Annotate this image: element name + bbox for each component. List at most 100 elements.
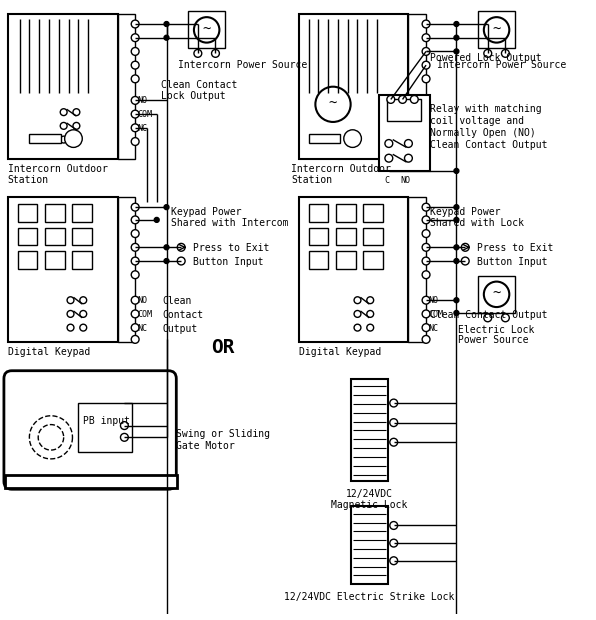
Circle shape xyxy=(390,557,398,565)
Bar xyxy=(478,276,515,313)
Text: NC: NC xyxy=(137,124,147,133)
Circle shape xyxy=(422,48,430,55)
Circle shape xyxy=(131,20,139,28)
Text: Magnetic Lock: Magnetic Lock xyxy=(331,500,408,510)
Bar xyxy=(387,99,421,121)
Text: Press to Exit: Press to Exit xyxy=(193,244,269,254)
Circle shape xyxy=(390,521,398,529)
Circle shape xyxy=(131,34,139,42)
Text: Clean Contact Output: Clean Contact Output xyxy=(430,140,548,149)
Text: Intercorn Outdoor: Intercorn Outdoor xyxy=(291,164,391,174)
Bar xyxy=(29,134,61,143)
Circle shape xyxy=(422,244,430,251)
Circle shape xyxy=(422,75,430,83)
Circle shape xyxy=(501,50,510,57)
Text: Lock Output: Lock Output xyxy=(161,91,225,100)
Text: Electric Lock: Electric Lock xyxy=(458,325,535,335)
Bar xyxy=(45,251,64,269)
Circle shape xyxy=(64,130,82,148)
Circle shape xyxy=(164,35,169,40)
Circle shape xyxy=(177,244,185,251)
Circle shape xyxy=(405,154,412,162)
Text: Swing or Sliding: Swing or Sliding xyxy=(176,430,271,440)
Circle shape xyxy=(73,122,80,130)
Circle shape xyxy=(154,218,159,223)
Circle shape xyxy=(60,122,67,130)
Text: Gate Motor: Gate Motor xyxy=(176,441,235,451)
Circle shape xyxy=(120,433,128,441)
Text: Shared with Intercom: Shared with Intercom xyxy=(172,218,289,228)
Circle shape xyxy=(454,205,459,210)
Circle shape xyxy=(131,257,139,265)
Circle shape xyxy=(212,50,219,57)
Circle shape xyxy=(164,245,169,250)
Bar xyxy=(309,204,328,222)
Circle shape xyxy=(422,138,430,146)
Text: Relay with matching: Relay with matching xyxy=(430,104,542,114)
Circle shape xyxy=(80,324,86,331)
Bar xyxy=(299,14,408,159)
Circle shape xyxy=(131,138,139,146)
Circle shape xyxy=(422,124,430,131)
Text: PB input: PB input xyxy=(83,416,131,426)
Bar xyxy=(45,228,64,246)
Bar xyxy=(408,197,426,342)
Text: Clean: Clean xyxy=(163,296,192,306)
Circle shape xyxy=(164,259,169,263)
Bar xyxy=(78,403,132,452)
Bar xyxy=(73,228,92,246)
Bar xyxy=(5,474,177,489)
Circle shape xyxy=(422,257,430,265)
Circle shape xyxy=(461,257,469,265)
Circle shape xyxy=(405,140,412,148)
Circle shape xyxy=(422,229,430,237)
Circle shape xyxy=(60,136,67,143)
Text: Powered Lock Output: Powered Lock Output xyxy=(430,53,542,63)
Circle shape xyxy=(354,311,361,317)
Text: NC: NC xyxy=(137,324,147,333)
Circle shape xyxy=(454,169,459,174)
Circle shape xyxy=(454,311,459,316)
Text: Shared with Lock: Shared with Lock xyxy=(430,218,524,228)
Bar xyxy=(299,197,408,342)
Bar xyxy=(18,251,37,269)
Circle shape xyxy=(454,49,459,54)
Text: NO: NO xyxy=(401,176,411,185)
Bar xyxy=(18,228,37,246)
Text: Power Source: Power Source xyxy=(458,335,529,345)
Text: Press to Exit: Press to Exit xyxy=(477,244,553,254)
Bar xyxy=(309,228,328,246)
Circle shape xyxy=(131,75,139,83)
Circle shape xyxy=(422,34,430,42)
Bar xyxy=(117,14,135,159)
Circle shape xyxy=(501,314,510,322)
Circle shape xyxy=(411,95,418,104)
Circle shape xyxy=(422,335,430,343)
Circle shape xyxy=(131,229,139,237)
Circle shape xyxy=(422,203,430,211)
Bar xyxy=(336,204,356,222)
Text: ~: ~ xyxy=(329,97,337,112)
Circle shape xyxy=(131,310,139,318)
Circle shape xyxy=(422,310,430,318)
Bar xyxy=(379,94,430,171)
Bar xyxy=(117,197,135,342)
Circle shape xyxy=(454,245,459,250)
Bar xyxy=(364,204,383,222)
Circle shape xyxy=(315,87,350,122)
Circle shape xyxy=(164,22,169,27)
Circle shape xyxy=(484,314,492,322)
Circle shape xyxy=(73,108,80,115)
Circle shape xyxy=(131,244,139,251)
Circle shape xyxy=(390,418,398,427)
Text: Normally Open (NO): Normally Open (NO) xyxy=(430,128,536,138)
Circle shape xyxy=(344,130,361,148)
Text: NO: NO xyxy=(137,296,147,305)
Circle shape xyxy=(73,136,80,143)
Circle shape xyxy=(422,97,430,104)
Circle shape xyxy=(131,216,139,224)
Circle shape xyxy=(67,311,74,317)
Text: C: C xyxy=(384,176,389,185)
Circle shape xyxy=(422,324,430,332)
Circle shape xyxy=(454,298,459,303)
